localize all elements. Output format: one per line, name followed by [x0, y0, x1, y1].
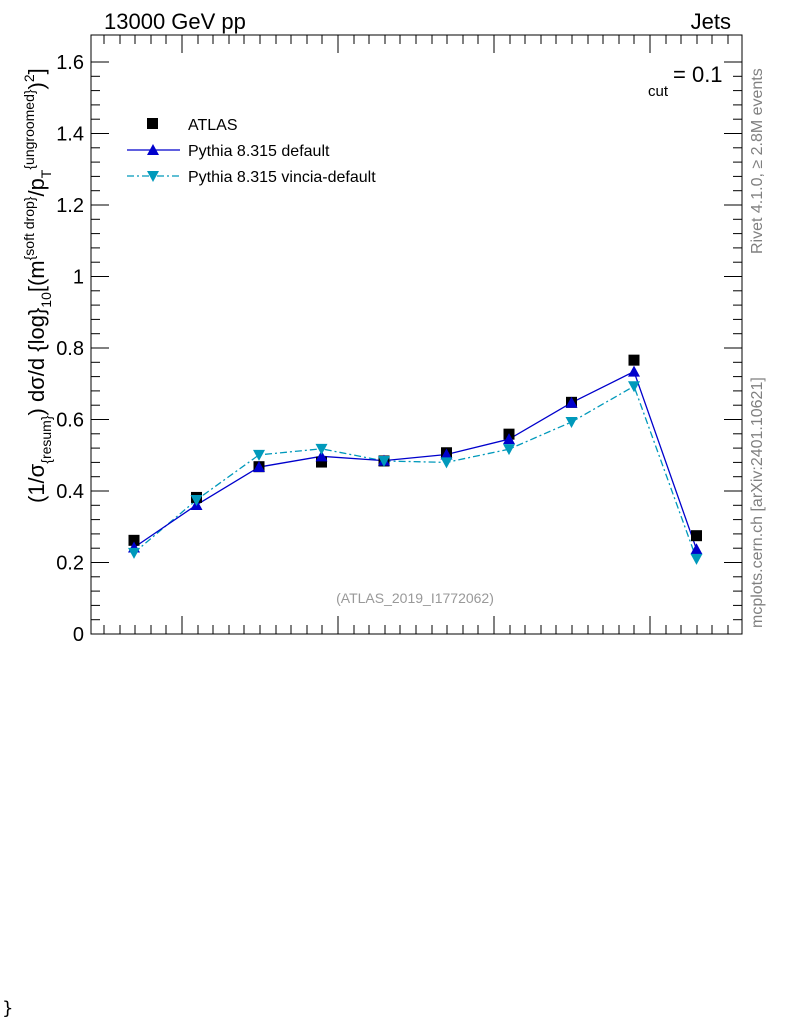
default-point — [440, 448, 453, 460]
vincia-point — [628, 381, 640, 393]
default-point — [628, 365, 640, 377]
atlas-point — [628, 354, 640, 366]
y-title-part1: (1/σ — [24, 463, 49, 503]
series-line-vincia — [133, 385, 698, 560]
vincia-point — [315, 443, 328, 455]
y-title-sup3: 2 — [21, 74, 37, 82]
stray-brace: } — [2, 998, 14, 1019]
cut-subscript: cut — [648, 83, 669, 100]
y-title-sup1: {soft drop} — [21, 196, 37, 260]
y-tick-label: 0 — [73, 624, 84, 646]
y-axis-title: (1/σ{resum}) dσ/d {log}10[(m{soft drop}/… — [21, 68, 54, 503]
vincia-point — [440, 457, 453, 469]
legend-marker-default — [147, 144, 159, 155]
y-tick-label: 0.6 — [56, 410, 84, 432]
y-title-part5: ) — [24, 82, 49, 89]
default-point — [690, 543, 703, 555]
legend-marker-atlas — [147, 118, 158, 129]
legend-label-vincia: Pythia 8.315 vincia-default — [188, 169, 376, 186]
y-title-part6: ] — [24, 68, 49, 74]
default-point — [503, 433, 515, 445]
y-tick-label: 0.2 — [56, 553, 84, 575]
legend-marker-vincia — [147, 171, 159, 182]
atlas-point — [316, 456, 327, 468]
atlas-point — [128, 534, 140, 546]
rivet-label: Rivet 4.1.0, ≥ 2.8M events — [749, 68, 766, 254]
vincia-point — [128, 547, 140, 559]
vincia-point — [253, 449, 265, 461]
atlas-point — [691, 530, 702, 542]
vincia-point — [503, 444, 515, 456]
default-point — [315, 450, 328, 462]
y-title-sup2: {ungroomed} — [21, 89, 37, 170]
y-tick-label: 1.6 — [56, 52, 84, 74]
cut-value: = 0.1 — [673, 62, 723, 87]
y-title-part4: /p — [24, 178, 49, 196]
y-title-sub3: T — [38, 169, 54, 178]
vincia-point — [378, 455, 390, 467]
legend-label-atlas: ATLAS — [188, 117, 238, 134]
y-title-part3: [(m — [24, 260, 49, 292]
mcplots-label: mcplots.cern.ch [arXiv:2401.10621] — [749, 377, 766, 628]
y-tick-label: 0.4 — [56, 481, 84, 503]
svg-text:(1/σ{resum}) dσ/d {log}10[(m{s: (1/σ{resum}) dσ/d {log}10[(m{soft drop}/… — [21, 68, 54, 503]
y-tick-label: 1.4 — [56, 124, 84, 146]
y-axis-ticks: 0 0.2 0.4 0.6 0.8 1 1.2 1.4 1.6 — [56, 52, 742, 646]
default-point — [253, 461, 265, 473]
energy-label: 13000 GeV pp — [104, 9, 246, 34]
series-layer — [128, 354, 703, 565]
legend-label-default: Pythia 8.315 default — [188, 143, 330, 160]
x-axis-ticks — [103, 35, 729, 634]
y-title-part2: ) dσ/d {log} — [24, 308, 49, 416]
default-point — [565, 396, 578, 408]
series-line-default — [133, 370, 698, 550]
category-label: Jets — [691, 9, 731, 34]
vincia-point — [690, 553, 703, 565]
y-title-sub1: {resum} — [38, 415, 54, 464]
vincia-point — [565, 417, 578, 429]
analysis-watermark: (ATLAS_2019_I1772062) — [336, 590, 494, 606]
vincia-point — [190, 494, 203, 506]
y-tick-label: 0.8 — [56, 338, 84, 360]
y-tick-label: 1 — [73, 267, 84, 289]
y-tick-label: 1.2 — [56, 195, 84, 217]
legend: ATLAS Pythia 8.315 default Pythia 8.315 … — [127, 117, 376, 186]
y-title-sub2: 10 — [38, 292, 54, 308]
